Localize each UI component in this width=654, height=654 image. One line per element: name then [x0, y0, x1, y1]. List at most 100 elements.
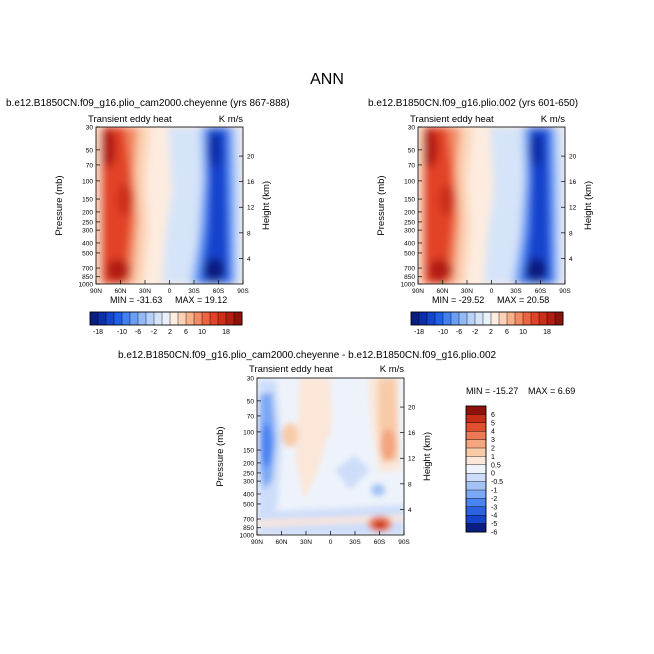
- colorbar-side-swatch: [465, 439, 487, 449]
- colorbar-side-label: -0.5: [491, 479, 503, 486]
- colorbar-top-swatch-2: [554, 311, 564, 326]
- colorbar-side-label: -2: [491, 496, 497, 503]
- colorbar-side-frame: [465, 405, 487, 533]
- height-axis-label: Height (km): [583, 181, 594, 230]
- colorbar-side-label: 6: [491, 412, 495, 419]
- pressure-tick-label: 400: [82, 240, 93, 247]
- panel-1-units: K m/s: [219, 114, 244, 125]
- panel-3: b.e12.B1850CN.f09_g16.plio_cam2000.cheye…: [118, 350, 575, 546]
- height-tick-label: 20: [569, 154, 577, 161]
- colorbar-top-swatch: [201, 311, 211, 326]
- lat-tick-label: 30S: [188, 288, 200, 295]
- pressure-tick-label: 700: [82, 266, 93, 273]
- lat-tick-label: 90S: [237, 288, 249, 295]
- pressure-tick-label: 1000: [401, 282, 416, 289]
- colorbar-side-label: 0.5: [491, 462, 501, 469]
- colorbar-side-swatch: [465, 456, 487, 466]
- colorbar-top-label: 6: [184, 329, 188, 336]
- pressure-tick-label: 300: [404, 228, 415, 235]
- colorbar-top-swatch: [121, 311, 131, 326]
- lat-tick-label: 60N: [437, 288, 449, 295]
- panel-1-contour-field: [96, 127, 243, 284]
- pressure-tick-label: 300: [82, 228, 93, 235]
- lat-tick-label: 60N: [115, 288, 127, 295]
- colorbar-side-label: -1: [491, 488, 497, 495]
- pressure-tick-label: 70: [86, 162, 94, 169]
- colorbar-top-swatch: [161, 311, 171, 326]
- colorbar-top-swatch-2: [434, 311, 444, 326]
- panel-3-units: K m/s: [380, 364, 405, 375]
- lat-tick-label: 0: [329, 539, 333, 546]
- lat-tick-label: 90N: [251, 539, 263, 546]
- pressure-tick-label: 100: [243, 429, 254, 436]
- pressure-tick-label: 150: [82, 197, 93, 204]
- lat-tick-label: 90N: [90, 288, 102, 295]
- colorbar-top-swatch: [185, 311, 195, 326]
- colorbar-top-swatch-2: [466, 311, 476, 326]
- colorbar-top-swatch: [89, 311, 99, 326]
- height-tick-label: 12: [569, 205, 577, 212]
- colorbar-side-label: 1: [491, 454, 495, 461]
- panel-2-variable: Transient eddy heat: [410, 114, 494, 125]
- lat-tick-label: 60S: [374, 539, 386, 546]
- colorbar-side-label: -4: [491, 513, 497, 520]
- panel-1-title: b.e12.B1850CN.f09_g16.plio_cam2000.cheye…: [6, 98, 290, 109]
- colorbar-top-swatch-2: [426, 311, 436, 326]
- colorbar-top: -18 -10 -6 -2 2 6 10 18 -18 -10 -6 -2 2 6 10 18: [89, 311, 564, 336]
- panel-3-variable: Transient eddy heat: [249, 364, 333, 375]
- pressure-tick-label: 200: [404, 209, 415, 216]
- height-tick-label: 16: [569, 179, 577, 186]
- pressure-tick-label: 70: [408, 162, 416, 169]
- colorbar-top-label-2: 2: [489, 329, 493, 336]
- colorbar-top-swatch: [225, 311, 235, 326]
- lat-tick-label: 90S: [559, 288, 571, 295]
- panel-3-contour-field: [257, 378, 404, 535]
- colorbar-top-label-2: 18: [543, 329, 551, 336]
- colorbar-top-swatch-2: [538, 311, 548, 326]
- height-tick-label: 4: [569, 256, 573, 263]
- lat-tick-label: 30S: [510, 288, 522, 295]
- pressure-tick-label: 850: [243, 525, 254, 532]
- pressure-axis-label: Pressure (mb): [376, 175, 387, 235]
- panel-3-title: b.e12.B1850CN.f09_g16.plio_cam2000.cheye…: [118, 350, 497, 361]
- colorbar-side-swatch: [465, 405, 487, 415]
- height-tick-label: 16: [247, 179, 255, 186]
- lat-tick-label: 90S: [398, 539, 410, 546]
- colorbar-top-label: -2: [151, 329, 157, 336]
- main-title: ANN: [310, 71, 344, 88]
- pressure-tick-label: 100: [82, 178, 93, 185]
- colorbar-top-swatch-2: [418, 311, 428, 326]
- height-axis-label: Height (km): [261, 181, 272, 230]
- colorbar-top-label-2: -2: [472, 329, 478, 336]
- lat-tick-label: 30N: [461, 288, 473, 295]
- pressure-tick-label: 1000: [240, 533, 255, 540]
- colorbar-top-swatch-2: [410, 311, 420, 326]
- colorbar-side-swatch: [465, 515, 487, 525]
- colorbar-top-swatch: [137, 311, 147, 326]
- colorbar-top-label-2: -18: [414, 329, 424, 336]
- colorbar-side-swatch: [465, 523, 487, 533]
- height-tick-label: 16: [408, 430, 416, 437]
- height-tick-label: 12: [408, 456, 416, 463]
- colorbar-top-swatch-2: [530, 311, 540, 326]
- colorbar-top-swatch-2: [490, 311, 500, 326]
- height-axis-label: Height (km): [422, 432, 433, 481]
- colorbar-side-swatch: [465, 481, 487, 491]
- pressure-tick-label: 500: [404, 250, 415, 257]
- pressure-tick-label: 700: [404, 266, 415, 273]
- colorbar-top-frame: [89, 311, 243, 326]
- colorbar-top-swatch: [97, 311, 107, 326]
- height-tick-label: 8: [569, 230, 573, 237]
- colorbar-side-swatch: [465, 447, 487, 457]
- pressure-tick-label: 850: [82, 274, 93, 281]
- colorbar-side-swatch: [465, 498, 487, 508]
- lat-tick-label: 0: [490, 288, 494, 295]
- lat-tick-label: 60N: [276, 539, 288, 546]
- colorbar-top-frame-2: [410, 311, 564, 326]
- pressure-tick-label: 200: [82, 209, 93, 216]
- pressure-axis-label: Pressure (mb): [215, 426, 226, 486]
- colorbar-top-label: 18: [222, 329, 230, 336]
- pressure-tick-label: 400: [404, 240, 415, 247]
- colorbar-side: 65 43 210.5 0-0.5 -1-2-3 -4-5 -6: [465, 405, 503, 537]
- pressure-tick-label: 30: [247, 376, 255, 383]
